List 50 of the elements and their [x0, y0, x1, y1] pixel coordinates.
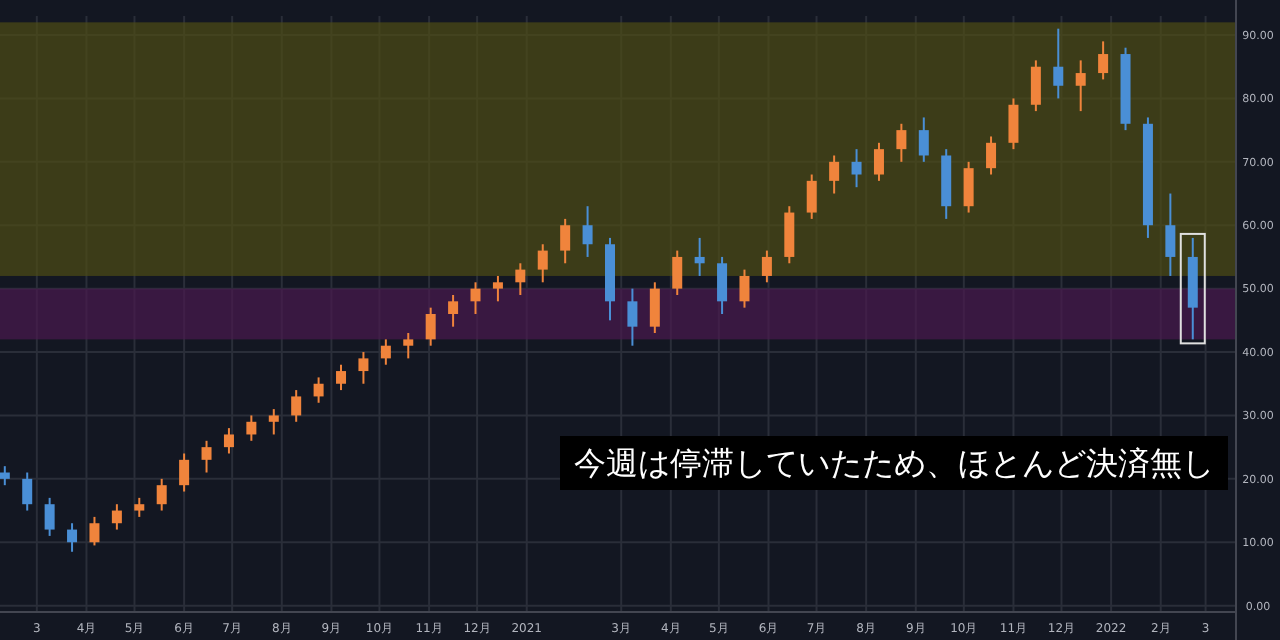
candlestick	[739, 268, 750, 309]
candlestick	[470, 281, 481, 315]
candlestick	[1098, 40, 1109, 81]
candlestick	[246, 414, 257, 442]
candlestick	[1008, 97, 1019, 151]
candlestick	[829, 154, 840, 195]
candlestick	[291, 389, 302, 423]
candlestick	[179, 452, 190, 493]
candlestick	[851, 148, 862, 189]
candlestick	[67, 522, 78, 553]
candlestick	[1053, 27, 1064, 100]
candlestick	[336, 363, 347, 392]
candlestick	[986, 135, 997, 176]
candlestick	[537, 243, 548, 284]
candlestick	[1030, 59, 1041, 113]
candlestick	[918, 116, 929, 163]
candlestick	[201, 439, 212, 474]
candlestick	[896, 122, 907, 163]
candlestick	[268, 408, 279, 436]
candlestick	[806, 173, 817, 220]
candlestick	[694, 236, 705, 277]
candlestick	[672, 249, 683, 296]
candlestick	[1075, 59, 1086, 113]
candlestick	[515, 262, 526, 296]
candlestick	[649, 281, 660, 335]
candlestick	[44, 496, 55, 537]
candlestick	[448, 293, 459, 328]
candlestick	[134, 496, 145, 518]
candlestick	[560, 217, 571, 265]
candlestick	[784, 205, 795, 265]
candlestick	[425, 306, 436, 347]
candlestick	[0, 465, 10, 487]
candlestick	[492, 274, 503, 303]
candlestick	[1165, 192, 1176, 277]
candlestick	[111, 503, 122, 531]
candlestick	[403, 332, 414, 360]
candlestick	[873, 141, 884, 182]
annotation: 今週は停滞していたため、ほとんど決済無し	[574, 444, 1214, 482]
candlestick	[313, 376, 324, 404]
candlestick	[358, 351, 369, 385]
candlestick	[156, 477, 167, 512]
candlestick	[963, 160, 974, 214]
candlestick	[717, 255, 728, 315]
candlestick	[22, 471, 33, 512]
candlestick	[380, 338, 391, 366]
candlestick	[627, 287, 638, 347]
candlestick	[761, 249, 772, 284]
candlestick	[582, 205, 593, 258]
candlestick	[89, 515, 100, 547]
candlestick	[223, 427, 234, 455]
